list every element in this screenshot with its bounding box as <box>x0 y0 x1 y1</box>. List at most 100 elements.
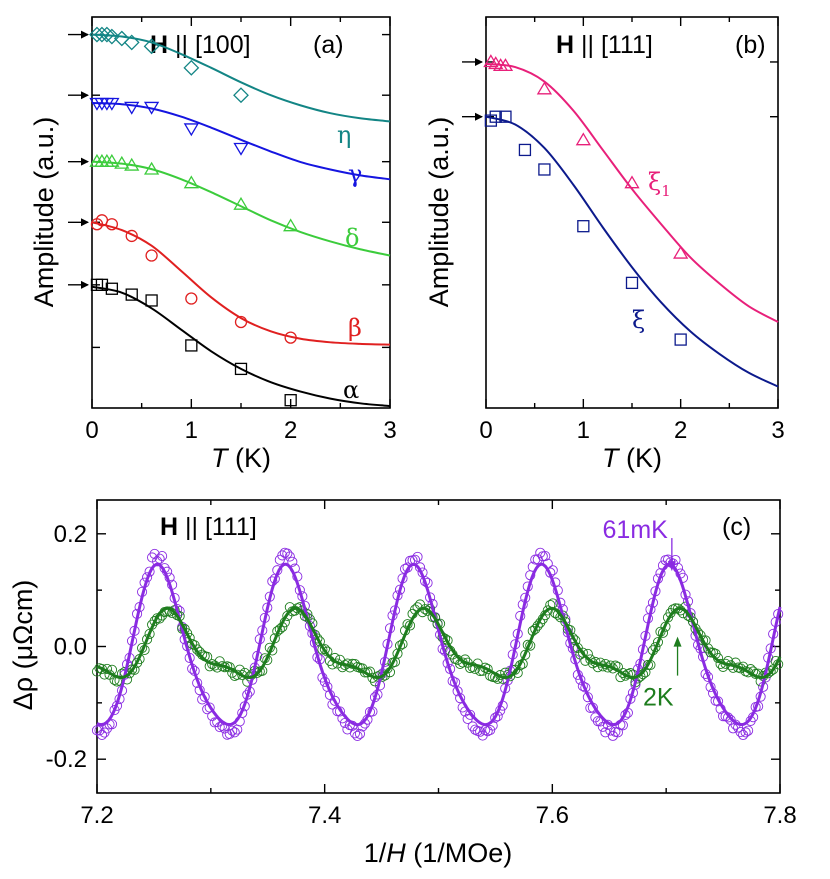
x-tick-label: 7.4 <box>308 802 341 829</box>
panel-a-xlabel-unit: (K) <box>228 443 272 473</box>
panel-b-title-rest: || [111] <box>574 31 653 59</box>
data-point <box>183 175 199 189</box>
fit-line-0 <box>91 33 391 123</box>
panel-b-xlabel-unit: (K) <box>619 443 663 473</box>
panel-c-title-rest: || [111] <box>178 513 257 541</box>
data-point <box>284 394 297 407</box>
data-point <box>199 691 210 702</box>
panel-c-ticks: 7.2 7.4 7.6 7.8 -0.2 0.0 0.2 <box>46 500 797 829</box>
x-tick-label: 7.2 <box>80 802 113 829</box>
data-point <box>104 97 120 111</box>
panel-b-ticks: 0 1 2 3 <box>479 17 785 444</box>
panel-c-title: H || [111] <box>160 513 257 541</box>
data-point <box>95 278 109 291</box>
panel-b: H || [111] (b) Amplitude (a.u.) T (K) 0 1… <box>424 16 785 473</box>
x-tick-label: 0 <box>85 417 98 444</box>
data-point <box>185 339 198 352</box>
fit-line-1 <box>91 102 391 181</box>
data-point <box>103 28 120 45</box>
data-point <box>354 728 366 739</box>
data-point <box>735 726 746 738</box>
data-point <box>183 59 200 76</box>
data-point <box>625 276 639 290</box>
data-point <box>106 719 118 730</box>
data-point <box>143 38 160 55</box>
fit-line-1 <box>485 115 779 388</box>
data-point <box>147 552 158 563</box>
data-point <box>277 550 288 561</box>
fit-line-2K <box>96 606 782 680</box>
data-point <box>652 637 664 648</box>
panel-c-xlabel-var: H <box>386 838 406 868</box>
data-point <box>624 175 640 189</box>
panel-c-annotations: 61mK 2K <box>603 516 682 712</box>
data-point <box>233 196 249 210</box>
data-point <box>518 143 532 157</box>
panel-a-arrows <box>68 30 89 289</box>
data-point <box>125 288 138 301</box>
arrow-head <box>81 91 89 100</box>
data-point <box>515 660 526 671</box>
data-point <box>224 728 235 739</box>
data-point <box>329 695 340 706</box>
data-point <box>284 331 297 344</box>
data-point <box>96 664 108 675</box>
data-point <box>612 727 623 738</box>
series-label: α <box>343 376 359 404</box>
data-point <box>237 670 248 681</box>
x-tick-label: 3 <box>383 417 396 444</box>
data-point <box>499 110 512 123</box>
data-point <box>123 34 140 51</box>
data-point <box>145 294 158 307</box>
annotation-arrowhead <box>673 636 682 647</box>
series-label: γ <box>348 160 362 188</box>
data-point <box>104 153 120 167</box>
data-point <box>542 605 553 616</box>
data-point <box>607 663 618 674</box>
arrow-head <box>81 218 89 227</box>
data-point <box>617 667 628 679</box>
data-point <box>319 644 330 655</box>
panel-a-xlabel: T (K) <box>211 443 271 473</box>
data-point <box>349 728 360 739</box>
data-point <box>537 551 548 562</box>
x-tick-label: 1 <box>577 417 590 444</box>
data-point <box>114 155 130 169</box>
data-point <box>282 548 293 559</box>
series-label: β <box>348 314 362 342</box>
data-point <box>185 292 198 305</box>
panel-b-xlabel-var: T <box>602 443 621 473</box>
data-point <box>482 664 493 675</box>
data-point <box>470 724 481 735</box>
arrow-head <box>475 57 483 66</box>
x-tick-label: 1 <box>185 417 198 444</box>
panel-c-xlabel-unit: (1/MOe) <box>406 838 513 868</box>
data-point <box>283 218 299 232</box>
data-point <box>497 58 514 72</box>
panel-c-xlabel-pre: 1/ <box>364 838 387 868</box>
panel-b-title: H || [111] <box>556 31 653 59</box>
data-point <box>412 551 423 562</box>
data-point <box>530 623 541 635</box>
data-point <box>234 315 248 329</box>
fit-line-2 <box>91 160 391 257</box>
data-point <box>642 659 654 671</box>
x-tick-label: 2 <box>284 417 297 444</box>
data-point <box>157 551 168 562</box>
data-point <box>287 556 298 567</box>
series-label: η <box>337 121 351 149</box>
data-point <box>352 730 363 741</box>
data-point <box>605 725 616 736</box>
x-tick-label: 7.8 <box>763 802 796 829</box>
fit-line-4 <box>91 285 391 408</box>
data-point <box>536 81 553 95</box>
data-point <box>94 26 110 43</box>
data-point <box>227 725 238 736</box>
panel-c-series <box>91 547 784 741</box>
x-tick-label: 7.6 <box>536 802 569 829</box>
panel-b-arrows <box>462 57 483 121</box>
panel-a-frame <box>91 16 391 409</box>
data-point <box>234 362 248 376</box>
panel-c-xlabel: 1/H (1/MOe) <box>364 838 513 868</box>
data-point <box>233 142 249 156</box>
